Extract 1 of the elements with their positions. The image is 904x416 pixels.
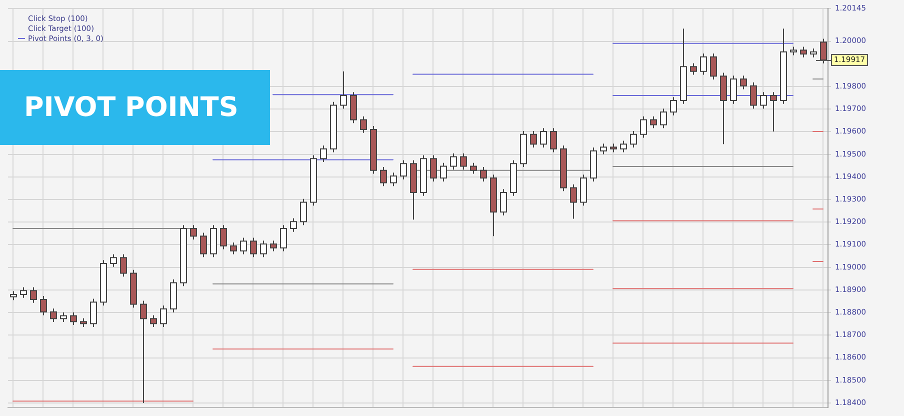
text: PIVOT POINTS <box>0 70 270 145</box>
